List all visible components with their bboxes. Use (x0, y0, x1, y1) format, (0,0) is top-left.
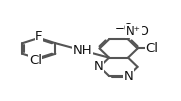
Text: F: F (35, 30, 43, 43)
Text: NH: NH (72, 44, 92, 57)
Text: Cl: Cl (29, 54, 42, 67)
Text: N⁺: N⁺ (126, 25, 141, 38)
Text: −O: −O (115, 23, 134, 35)
Text: N: N (124, 69, 134, 83)
Text: N: N (94, 60, 104, 73)
Text: Cl: Cl (145, 42, 158, 55)
Text: O: O (139, 25, 149, 38)
